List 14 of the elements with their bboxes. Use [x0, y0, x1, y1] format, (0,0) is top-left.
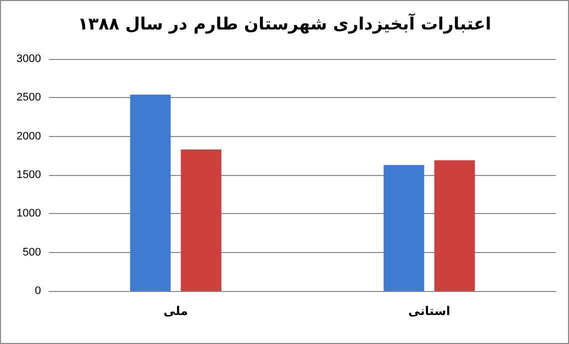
- chart-title: اعتبارات آبخیزداری شهرستان طارم در سال ۱۳۸۸: [78, 12, 492, 34]
- bar: [130, 94, 171, 291]
- bar: [384, 164, 424, 291]
- y-tick-label: 2000: [16, 130, 41, 142]
- y-tick-label: 2500: [16, 92, 41, 104]
- bar: [180, 149, 222, 291]
- y-tick-label: 3000: [16, 53, 41, 65]
- x-tick-label: ملی: [164, 304, 188, 318]
- x-tick-label: استانی: [408, 304, 450, 318]
- y-tick-label: 500: [22, 246, 41, 258]
- bar: [434, 160, 475, 291]
- y-tick-label: 1000: [16, 208, 41, 220]
- y-tick-label: 1500: [16, 169, 41, 181]
- y-tick-label: 0: [34, 285, 41, 297]
